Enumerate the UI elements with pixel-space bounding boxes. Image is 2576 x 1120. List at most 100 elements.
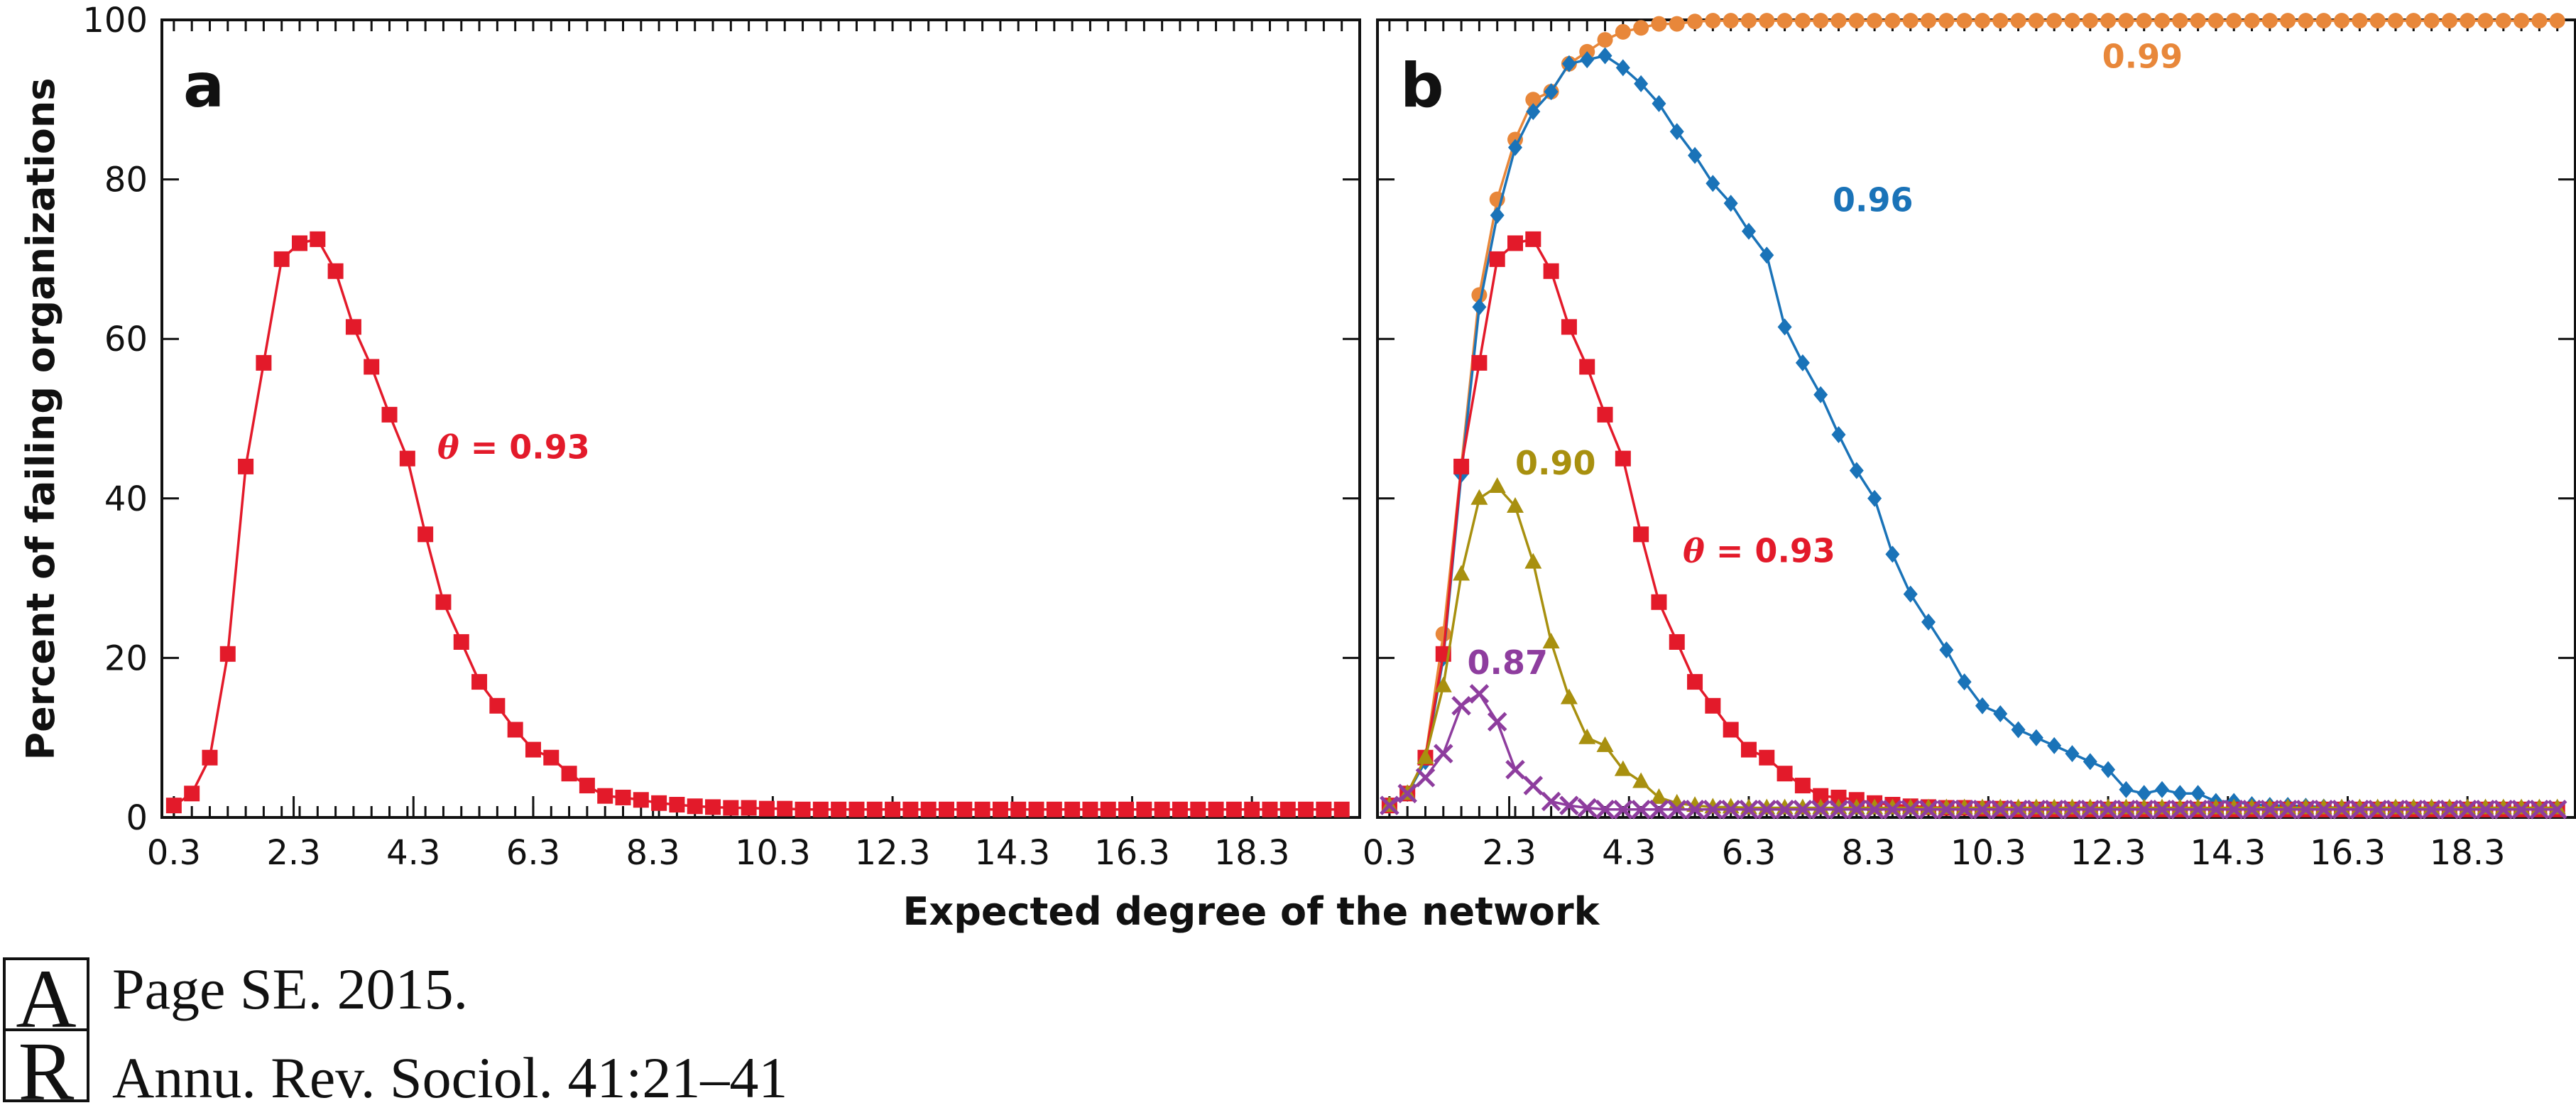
- series-label-b-3: 0.90: [1515, 444, 1596, 482]
- data-point-a-0: [256, 354, 272, 371]
- logo-letter-a: A: [16, 952, 76, 1045]
- data-point-b-1: [1777, 318, 1792, 336]
- data-point-a-0: [741, 800, 757, 816]
- data-point-b-4: [1685, 800, 1705, 820]
- data-point-a-0: [310, 231, 326, 247]
- data-point-a-0: [1172, 801, 1188, 817]
- data-point-a-0: [777, 800, 793, 817]
- data-point-a-0: [579, 778, 595, 794]
- x-axis-title: Expected degree of the network: [903, 889, 1600, 934]
- series-label-value: 0.96: [1833, 181, 1914, 219]
- y-axis-title: Percent of failing organizations: [18, 78, 63, 761]
- data-point-b-1: [2047, 736, 2062, 754]
- data-point-b-4: [2529, 800, 2550, 820]
- data-point-b-0: [2406, 13, 2422, 29]
- data-point-b-0: [2046, 13, 2063, 29]
- logo-letter-r: R: [18, 1025, 75, 1118]
- data-point-b-0: [2261, 13, 2278, 29]
- data-point-b-2: [1723, 722, 1739, 738]
- data-point-b-1: [2119, 781, 2134, 798]
- x-tick-label-b: 4.3: [1602, 833, 1656, 873]
- data-point-b-4: [2188, 800, 2208, 820]
- data-point-b-3: [1434, 676, 1452, 692]
- data-point-a-0: [381, 406, 398, 423]
- data-point-a-0: [920, 801, 937, 817]
- data-point-b-4: [1703, 800, 1723, 820]
- x-tick-label-a: 10.3: [735, 833, 811, 873]
- data-point-b-4: [1936, 800, 1957, 820]
- data-point-b-4: [1972, 800, 1992, 820]
- data-point-b-4: [2511, 800, 2531, 820]
- x-tick-label-b: 12.3: [2070, 833, 2146, 873]
- data-point-b-4: [1739, 800, 1759, 820]
- data-point-b-2: [1830, 789, 1847, 805]
- data-point-a-0: [669, 797, 685, 813]
- series-line-b-3: [1388, 484, 2558, 810]
- data-point-b-1: [1508, 138, 1523, 156]
- data-point-a-0: [1226, 801, 1242, 817]
- data-point-b-4: [1415, 768, 1436, 788]
- series-label-a-0: θ = 0.93: [437, 428, 590, 467]
- series-label-b-2: θ = 0.93: [1683, 532, 1835, 570]
- data-point-b-4: [2116, 800, 2136, 820]
- data-point-a-0: [165, 798, 182, 814]
- data-point-b-3: [1560, 688, 1578, 705]
- data-point-b-1: [1831, 425, 1846, 443]
- data-point-b-3: [1524, 553, 1542, 569]
- x-tick-label-b: 16.3: [2310, 833, 2386, 873]
- data-point-b-2: [1813, 788, 1829, 804]
- data-point-a-0: [489, 697, 506, 714]
- data-point-b-4: [2440, 800, 2460, 820]
- data-point-b-0: [2514, 13, 2530, 29]
- data-point-b-1: [1580, 51, 1595, 69]
- data-point-b-2: [1507, 235, 1524, 251]
- data-point-b-0: [2280, 13, 2296, 29]
- data-point-b-2: [1687, 674, 1703, 690]
- citation-line-1: Page SE. 2015.: [112, 957, 468, 1021]
- data-point-b-2: [1794, 778, 1811, 794]
- x-tick-label-a: 6.3: [506, 833, 560, 873]
- data-point-b-1: [1795, 354, 1810, 371]
- data-point-a-0: [238, 458, 254, 474]
- data-point-b-4: [2403, 800, 2424, 820]
- data-point-a-0: [1262, 801, 1278, 817]
- data-point-b-0: [1794, 13, 1811, 29]
- data-point-b-4: [2349, 800, 2370, 820]
- data-point-b-0: [2315, 13, 2332, 29]
- data-point-b-1: [1975, 697, 1990, 714]
- data-point-b-0: [2369, 13, 2386, 29]
- data-point-b-0: [2460, 13, 2476, 29]
- data-point-b-0: [1777, 13, 1793, 29]
- data-point-a-0: [974, 801, 990, 817]
- data-point-b-0: [1615, 23, 1631, 40]
- data-point-b-1: [2136, 785, 2151, 803]
- data-point-b-4: [1559, 795, 1579, 815]
- data-point-b-1: [1903, 585, 1918, 603]
- data-point-b-0: [1705, 13, 1721, 29]
- data-point-a-0: [417, 526, 434, 543]
- x-tick-label-a: 0.3: [147, 833, 201, 873]
- data-point-a-0: [938, 801, 954, 817]
- data-point-b-4: [1631, 800, 1651, 820]
- data-point-b-0: [1813, 13, 1829, 29]
- data-point-b-1: [1759, 246, 1774, 264]
- series-label-value: = 0.93: [1705, 532, 1835, 570]
- data-point-b-0: [1830, 13, 1847, 29]
- data-point-b-1: [2173, 785, 2188, 803]
- data-point-b-4: [2080, 800, 2100, 820]
- data-point-a-0: [399, 450, 415, 467]
- data-point-b-4: [2475, 800, 2496, 820]
- data-point-a-0: [1010, 801, 1027, 817]
- data-point-a-0: [1118, 801, 1135, 817]
- data-point-b-1: [2029, 729, 2043, 746]
- theta-symbol: θ: [437, 428, 459, 467]
- data-point-b-1: [1634, 75, 1649, 92]
- data-point-a-0: [885, 801, 901, 817]
- data-point-a-0: [327, 263, 344, 279]
- data-point-b-0: [1669, 16, 1685, 32]
- data-point-b-2: [1633, 526, 1649, 543]
- data-point-b-4: [1487, 712, 1507, 732]
- data-point-b-0: [1884, 13, 1901, 29]
- data-point-a-0: [1136, 801, 1152, 817]
